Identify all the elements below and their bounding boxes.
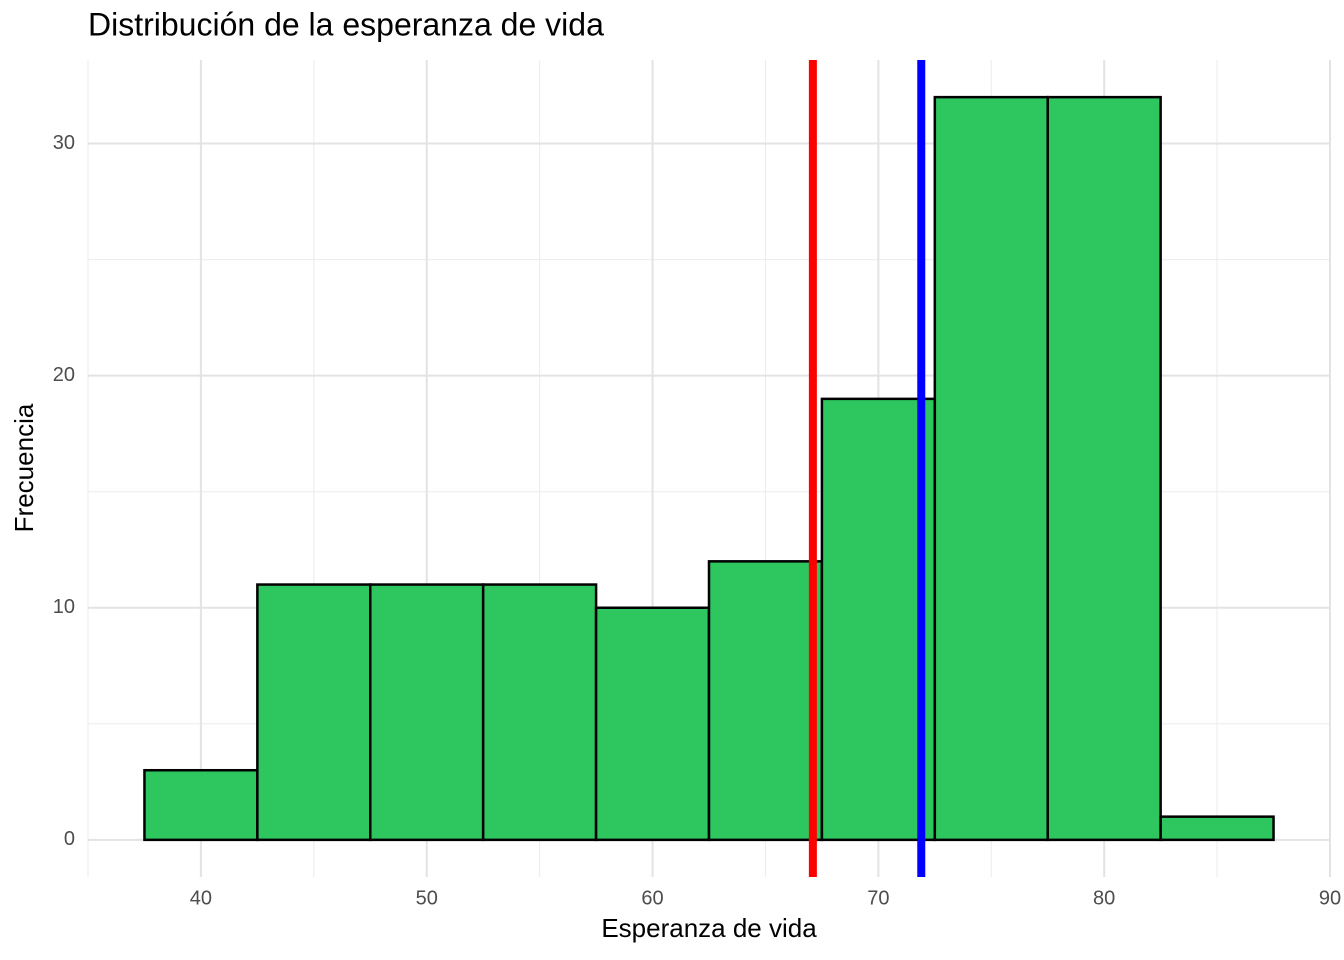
bar: [481, 583, 598, 842]
bar: [933, 95, 1049, 842]
y-tick-label: 0: [64, 828, 75, 850]
bar: [369, 583, 485, 842]
y-tick-label: 10: [53, 596, 75, 618]
bar: [143, 768, 259, 842]
x-tick-label: 50: [416, 887, 438, 909]
x-tick-label: 80: [1093, 887, 1115, 909]
x-tick-label: 60: [641, 887, 663, 909]
x-tick-label: 70: [867, 887, 889, 909]
x-tick-label: 90: [1319, 887, 1341, 909]
bar: [256, 583, 372, 842]
y-axis-label: Frecuencia: [9, 403, 39, 532]
bar: [594, 606, 711, 842]
bar: [1046, 95, 1162, 842]
x-tick-label: 40: [190, 887, 212, 909]
bar: [1159, 815, 1275, 842]
bar: [707, 560, 824, 842]
chart-title: Distribución de la esperanza de vida: [88, 6, 604, 42]
bar: [820, 397, 937, 842]
y-tick-label: 20: [53, 364, 75, 386]
x-axis-label: Esperanza de vida: [601, 913, 817, 943]
y-tick-label: 30: [53, 132, 75, 154]
